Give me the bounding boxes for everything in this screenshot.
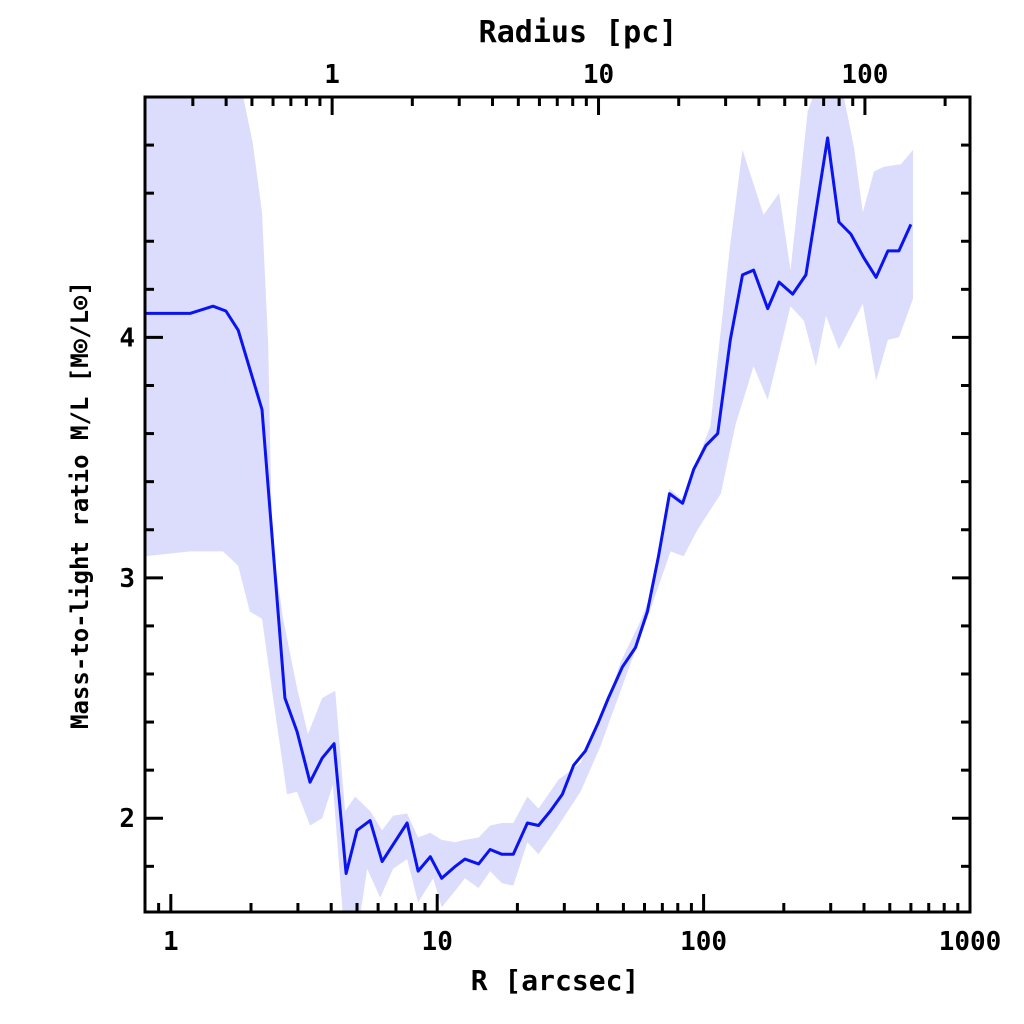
y-tick-label: 4 bbox=[119, 323, 135, 353]
axes: 1 10 100 1000 1 10 100 2 3 4 bbox=[119, 60, 1001, 957]
series-line-ml bbox=[145, 136, 913, 880]
y-tick-label: 3 bbox=[119, 564, 135, 594]
x-tick-label: 10 bbox=[422, 927, 453, 957]
top-axis-title: Radius [pc] bbox=[479, 15, 678, 50]
x-tick-label: 1000 bbox=[939, 927, 1002, 957]
top-tick-label: 10 bbox=[583, 60, 614, 90]
error-band-layer bbox=[145, 97, 913, 912]
data-line-layer bbox=[145, 136, 913, 880]
error-band bbox=[145, 97, 913, 912]
x-tick-label: 100 bbox=[680, 927, 727, 957]
x-tick-label: 1 bbox=[163, 927, 179, 957]
top-tick-label: 1 bbox=[324, 60, 340, 90]
y-axis-title: Mass-to-light ratio M/L [M⊙/L⊙] bbox=[66, 281, 94, 729]
x-axis-title: R [arcsec] bbox=[471, 964, 640, 997]
top-tick-label: 100 bbox=[841, 60, 888, 90]
y-tick-label: 2 bbox=[119, 804, 135, 834]
